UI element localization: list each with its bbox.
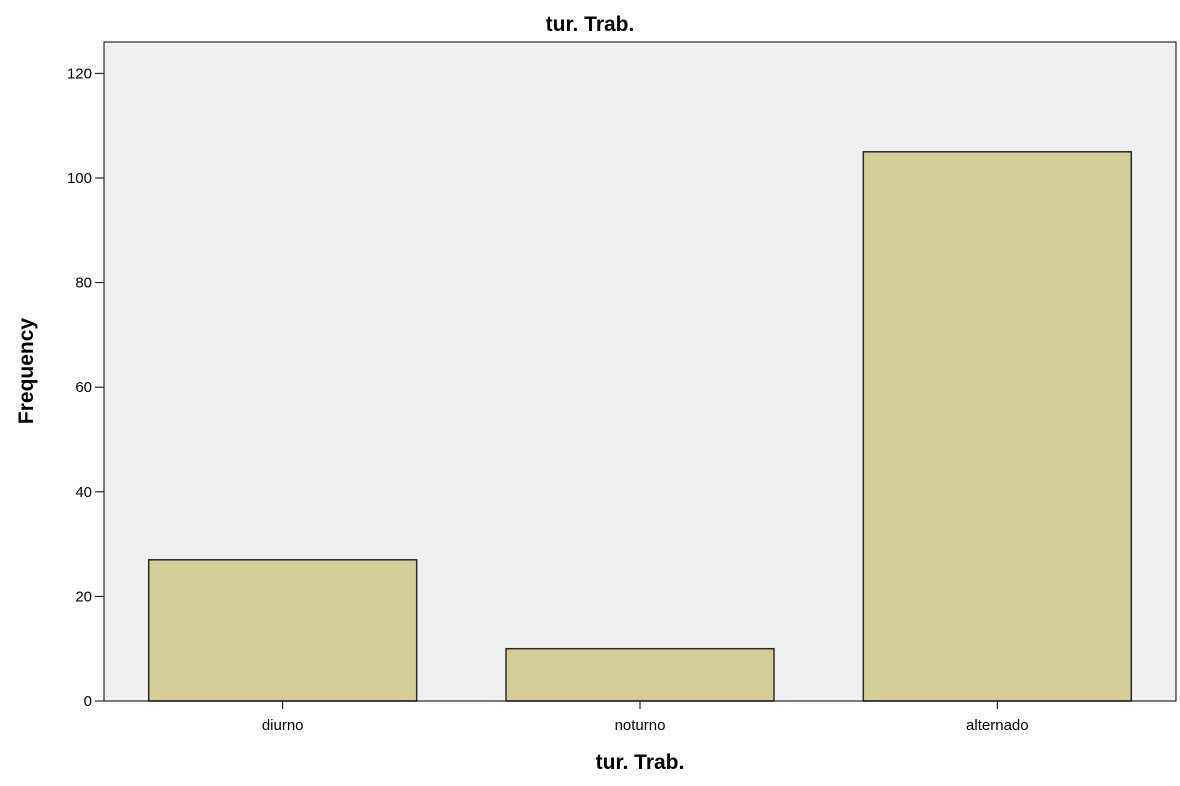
bar-diurno	[147, 559, 418, 702]
bars-layer	[147, 151, 1133, 702]
bar-alternado	[862, 151, 1133, 702]
y-tick-label-0: 0	[84, 693, 92, 710]
x-tick-label-noturno: noturno	[615, 717, 666, 734]
y-tick-label-40: 40	[75, 484, 92, 501]
y-tick-label-80: 80	[75, 275, 92, 292]
x-tick-label-alternado: alternado	[966, 717, 1029, 734]
bar-noturno	[505, 647, 775, 702]
y-axis-title: Frequency	[15, 318, 38, 425]
y-tick-label-120: 120	[67, 65, 92, 82]
chart-title: tur. Trab.	[546, 13, 635, 36]
axes-layer: 0 20 40 60 80 100 120 diurno noturno alternado	[67, 42, 1176, 734]
y-tick-label-60: 60	[75, 379, 92, 396]
y-tick-label-100: 100	[67, 170, 92, 187]
x-axis-title: tur. Trab.	[596, 751, 685, 774]
y-tick-label-20: 20	[75, 588, 92, 605]
x-tick-label-diurno: diurno	[262, 717, 304, 734]
